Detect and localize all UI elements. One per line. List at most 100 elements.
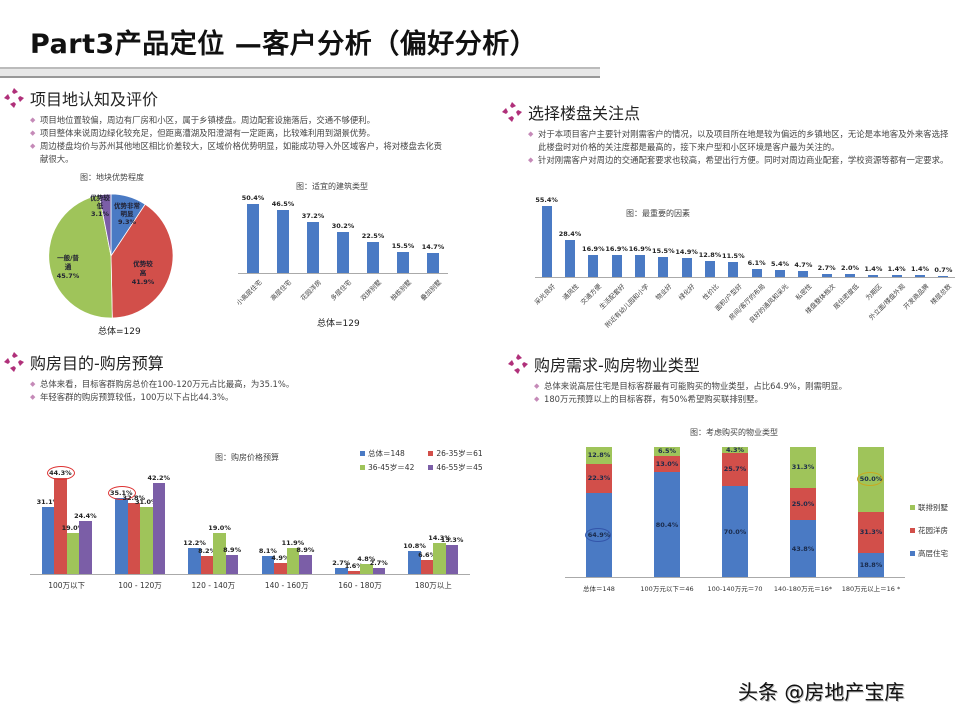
x-tick-label: 叠加别墅: [419, 278, 444, 303]
diamond-logo-icon: [508, 354, 528, 374]
section-heading: 购房需求-购房物业类型: [534, 356, 700, 375]
bar: [915, 275, 925, 277]
bar: [397, 251, 409, 273]
bar-segment: 64.9%: [585, 492, 612, 577]
x-tick-label: 双拼别墅: [359, 278, 384, 303]
bar: [611, 255, 622, 277]
bar: [658, 257, 669, 277]
x-tick-label: 160 - 180万: [338, 581, 382, 590]
x-tick-label: 绿化好: [677, 282, 697, 302]
data-label: 4.9%: [271, 554, 290, 563]
data-label: 8.9%: [223, 545, 242, 554]
stacked-bar: 43.8% 25.0% 31.3%: [790, 446, 816, 577]
section-heading: 购房目的-购房预算: [30, 354, 164, 373]
section-property: 购房需求-购房物业类型 总体来说高层住宅是目标客群最有可能购买的物业类型，占比6…: [508, 352, 958, 406]
page-title: Part3产品定位 —客户分析（偏好分析）: [30, 29, 538, 60]
bullet-text: 总体来看，目标客群购房总价在100-120万元占比最高，为35.1%。: [30, 378, 484, 391]
data-label: 2.7%: [817, 263, 836, 272]
bar: [565, 240, 575, 277]
bar: [261, 556, 275, 574]
bar: [408, 550, 421, 574]
bar: [372, 568, 385, 574]
highlight-circle: [585, 527, 611, 542]
x-tick-label: 独栋别墅: [389, 278, 414, 303]
data-label: 31.0%: [134, 497, 158, 506]
bar: [66, 532, 80, 574]
bar-segment: 31.3%: [858, 511, 884, 553]
svg-text:41.9%: 41.9%: [132, 278, 155, 286]
bar-segment: 22.3%: [586, 463, 612, 493]
stacked-bar: 18.8% 31.3% 50.0%: [857, 446, 884, 577]
chart-title: 图：适宜的建筑类型: [296, 182, 368, 191]
x-axis: [238, 273, 448, 274]
bar: [798, 270, 809, 277]
chart-note: 总体=129: [98, 327, 141, 337]
data-label: 30.2%: [331, 221, 355, 230]
data-label: 22.5%: [361, 232, 385, 241]
data-label: 8.9%: [296, 545, 315, 554]
data-label: 4.7%: [794, 260, 813, 269]
data-label: 24.4%: [74, 512, 97, 521]
x-tick-label: 高层住宅: [269, 278, 294, 303]
data-label: 8.1%: [258, 547, 277, 556]
bar: [200, 556, 214, 574]
bar: [307, 222, 319, 273]
x-tick-label: 物业好: [653, 282, 674, 302]
x-axis: [565, 577, 905, 578]
data-label: 42.2%: [147, 473, 171, 482]
x-tick-label: 性价比: [700, 282, 721, 302]
bar-segment: 6.5%: [654, 447, 680, 456]
stacked-bar: 80.4% 13.0% 6.5%: [654, 447, 680, 577]
bar: [79, 521, 92, 574]
svg-text:通: 通: [65, 262, 72, 271]
bar: [299, 554, 312, 574]
bar: [41, 506, 55, 574]
legend-item: 联排别墅: [910, 502, 948, 513]
bar-segment: 25.7%: [722, 452, 748, 486]
bar-segment: 31.3%: [790, 446, 816, 488]
bar: [140, 506, 153, 574]
highlight-circle: [108, 485, 137, 500]
bullet-text: 总体来说高层住宅是目标客群最有可能购买的物业类型，占比64.9%，刚需明显。: [534, 380, 958, 393]
bar-segment: 70.0%: [722, 486, 748, 577]
data-label: 55.4%: [535, 195, 558, 204]
bar: [335, 568, 348, 574]
legend-item: 花园洋房: [910, 525, 948, 536]
x-tick-label: 180万元以上＝16 *: [841, 585, 901, 593]
data-label: 15.5%: [652, 247, 675, 256]
bar: [821, 273, 832, 277]
x-tick-label: 140-180万元＝16*: [773, 585, 833, 593]
data-label: 46.5%: [271, 199, 295, 208]
x-tick-label: 私密性: [793, 282, 814, 302]
data-label: 1.4%: [910, 265, 930, 274]
bar: [367, 242, 379, 273]
bar: [588, 255, 599, 277]
grouped-bar-chart-budget: 31.1% 44.3% 19.0% 24.4% 100万以下 35.1% 32.8% 31.0…: [30, 466, 470, 590]
x-tick-label: 120 - 140万: [191, 581, 236, 590]
data-label: 50.4%: [241, 194, 265, 203]
data-label: 10.8%: [403, 541, 426, 550]
x-tick-label: 小高层住宅: [234, 278, 264, 308]
section-location: 项目地认知及评价 项目地位置较偏，周边有厂房和小区，属于乡镇楼盘。周边配套设施落…: [4, 86, 484, 166]
watermark: 头条 @房地产宝库: [738, 680, 905, 704]
x-tick-label: 140 - 160万: [264, 581, 309, 590]
svg-text:9.3%: 9.3%: [118, 218, 137, 226]
chart-note: 总体=129: [317, 319, 360, 329]
bar: [188, 547, 201, 574]
bar-chart-important-factors: 55.4% 采光良好 28.4% 通风性 16.9% 交通方便 16.9% 生活配套好 16.9…: [533, 196, 955, 329]
x-tick-label: 多层住宅: [329, 278, 354, 303]
data-label: 4.8%: [357, 554, 376, 563]
data-label: 16.9%: [605, 245, 628, 254]
data-label: 14.7%: [421, 242, 445, 251]
section-focus: 选择楼盘关注点 对于本项目客户主要针对刚需客户的情况，以及项目所在地是较为偏远的…: [502, 100, 957, 167]
bar-segment: 13.0%: [654, 455, 680, 473]
x-tick-label: 100 - 120万: [118, 581, 162, 590]
data-label: 6.6%: [418, 550, 437, 559]
bar-segment: 80.4%: [654, 472, 680, 577]
legend-item: 46-55岁＝45: [428, 462, 483, 473]
bullet-text: 年轻客群的购房预算较低，100万以下占比44.3%。: [30, 391, 484, 404]
x-tick-label: 楼层总数: [929, 282, 954, 307]
diamond-logo-icon: [4, 352, 24, 372]
data-label: 13.3%: [440, 536, 464, 545]
bar: [891, 275, 902, 277]
